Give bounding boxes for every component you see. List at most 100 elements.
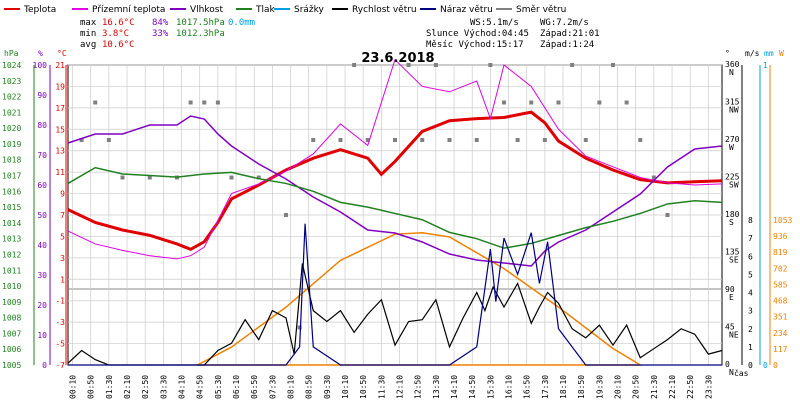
- wind-dir-dot: [651, 175, 656, 180]
- wind-dir-dot: [502, 100, 506, 105]
- stats-avg-temp: 10.6°C: [102, 40, 135, 50]
- x-tick: 16:50: [523, 375, 532, 399]
- series-solar: [197, 232, 643, 366]
- y-tick-hpa: 1017: [2, 172, 21, 181]
- wind-dir-dot: [597, 100, 602, 105]
- legend-tlak: Tlak: [255, 5, 276, 15]
- x-tick: 09:30: [323, 375, 332, 399]
- y-tick-temp: -5: [55, 340, 65, 349]
- y-tick-dir-name: N: [729, 68, 734, 77]
- y-tick-hpa: 1014: [2, 219, 21, 228]
- y-tick-hpa: 1012: [2, 250, 21, 259]
- info-moon-set: Západ:1:24: [540, 40, 594, 50]
- wind-dir-dot: [583, 138, 588, 142]
- info-moon: Měsíc Východ:15:17: [426, 40, 524, 50]
- y-tick-dir-name: NW: [729, 106, 739, 115]
- y-tick-temp: -1: [55, 297, 65, 306]
- y-tick-wind: 7: [748, 234, 753, 243]
- x-tick: 18:10: [559, 375, 568, 399]
- x-tick: 00:10: [69, 375, 78, 399]
- x-tick: 21:30: [650, 375, 659, 399]
- wind-dir-dot: [488, 63, 493, 67]
- y-tick-solar: 1053: [773, 216, 792, 225]
- axis-hum-label: %: [38, 49, 43, 58]
- info-wg: WG:7.2m/s: [540, 18, 589, 28]
- y-tick-temp: -7: [55, 361, 65, 370]
- y-tick-hpa: 1018: [2, 156, 21, 165]
- wind-dir-dot: [311, 138, 316, 142]
- wind-dir-dot: [215, 100, 220, 105]
- y-tick-hum: 60: [37, 181, 47, 190]
- y-tick-hpa: 1008: [2, 314, 21, 323]
- x-tick: 03:30: [159, 375, 168, 399]
- y-tick-hpa: 1015: [2, 203, 21, 212]
- x-tick: 12:10: [396, 375, 405, 399]
- wind-dir-dot: [147, 175, 152, 180]
- x-tick: 02:50: [141, 375, 150, 399]
- y-tick-hpa: 1020: [2, 124, 21, 133]
- x-tick: 12:50: [414, 375, 423, 399]
- info-sun-set: Západ:21:01: [540, 29, 600, 39]
- y-tick-hpa: 1010: [2, 282, 21, 291]
- axis-hpa-label: hPa: [4, 49, 19, 58]
- x-tick: 13:30: [432, 375, 441, 399]
- y-tick-hpa: 1007: [2, 329, 21, 338]
- series-teplota: [67, 110, 723, 251]
- y-tick-dir-name: SW: [729, 181, 739, 190]
- wind-dir-dot: [297, 325, 302, 330]
- y-tick-dir: 180: [725, 210, 740, 219]
- x-tick: 20:10: [614, 375, 623, 399]
- info: WS:5.1m/s WG:7.2m/s Slunce Východ:04:45 …: [426, 18, 600, 50]
- stats-max-hum: 84%: [152, 18, 169, 28]
- legend-naraz: Náraz větru: [440, 5, 493, 15]
- wind-direction-dots: [79, 63, 670, 330]
- y-tick-solar: 468: [773, 297, 788, 306]
- info-ws: WS:5.1m/s: [470, 18, 519, 28]
- x-tick: 14:50: [468, 375, 477, 399]
- x-tick: 23:30: [704, 375, 713, 399]
- y-tick-hpa: 1021: [2, 108, 21, 117]
- y-tick-dir: 0: [725, 360, 730, 369]
- y-tick-solar: 819: [773, 248, 788, 257]
- y-tick-solar: 702: [773, 264, 788, 273]
- x-tick: 06:10: [232, 375, 241, 399]
- stats: max 16.6°C 84% 1017.5hPa 0.0mm min 3.8°C…: [80, 18, 255, 50]
- y-tick-solar: 936: [773, 232, 788, 241]
- stats-max-label: max: [80, 18, 97, 28]
- series-tlak: [67, 166, 723, 249]
- x-tick: 18:50: [577, 375, 586, 399]
- wind-dir-dot: [611, 63, 615, 67]
- y-tick-hpa: 1022: [2, 93, 21, 102]
- wind-dir-dot: [256, 175, 261, 180]
- x-tick: 20:50: [632, 375, 641, 399]
- y-tick-hum: 90: [37, 91, 47, 100]
- legend-rychlost: Rychlost větru: [352, 5, 417, 15]
- x-axis-label: čas: [734, 368, 749, 378]
- x-tick: 07:30: [268, 375, 277, 399]
- y-tick-hum: 40: [37, 241, 47, 250]
- wind-dir-dot: [542, 138, 547, 142]
- wind-dir-dot: [570, 63, 575, 67]
- wind-dir-dot: [420, 138, 425, 142]
- stats-min-press: 1012.3hPa: [176, 29, 225, 39]
- y-tick-temp: 9: [60, 190, 65, 199]
- wind-dir-dot: [665, 213, 670, 217]
- y-tick-dir-name: E: [729, 293, 734, 302]
- x-tick: 04:50: [196, 375, 205, 399]
- wind-dir-dot: [229, 175, 234, 180]
- y-tick-wind: 4: [748, 289, 753, 298]
- axis-dir-label: °: [725, 49, 730, 58]
- y-tick-wind: 3: [748, 307, 753, 316]
- y-tick-temp: 7: [60, 211, 65, 220]
- y-tick-hum: 70: [37, 151, 47, 160]
- y-tick-dir: 360: [725, 60, 740, 69]
- wind-dir-dot: [406, 63, 411, 67]
- wind-dir-dot: [515, 138, 520, 142]
- wind-dir-dot: [529, 100, 534, 105]
- y-tick-temp: 21: [55, 61, 65, 70]
- y-tick-hpa: 1011: [2, 266, 21, 275]
- wind-dir-dot: [433, 63, 438, 67]
- chart-title: 23.6.2018: [361, 51, 434, 66]
- y-tick-solar: 351: [773, 313, 788, 322]
- solar-area: [197, 232, 643, 366]
